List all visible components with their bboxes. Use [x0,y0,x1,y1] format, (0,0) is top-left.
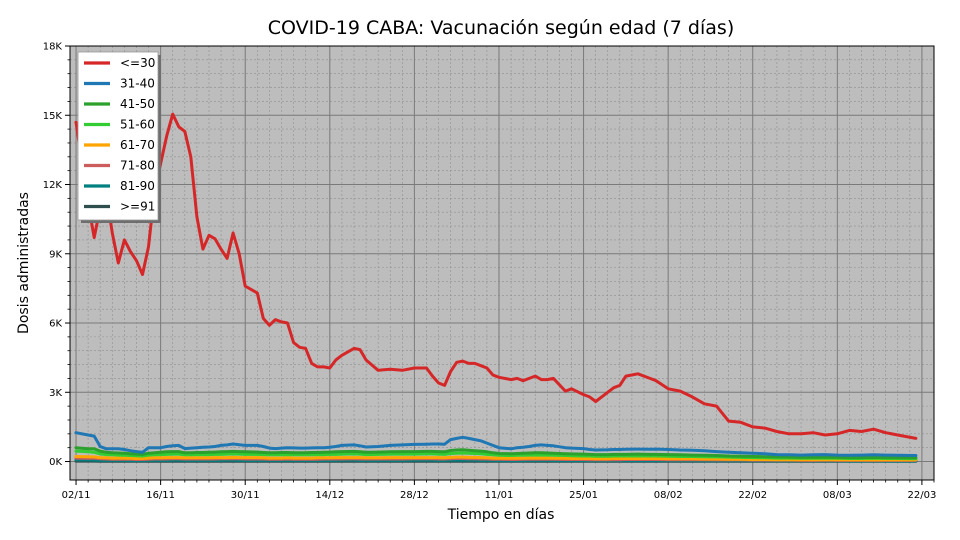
y-tick-label: 18K [43,42,63,53]
legend-label-31-40: 31-40 [120,77,155,91]
legend-label-<=30: <=30 [120,56,155,70]
x-tick-label: 30/11 [231,490,260,501]
x-tick-label: 22/02 [738,490,767,501]
legend-label->=91: >=91 [120,200,155,214]
x-tick-label: 08/03 [823,490,852,501]
y-axis: 0K 3K 6K 9K 12K 15K 18K [43,42,70,468]
y-tick-label: 6K [49,319,62,330]
plot-frame [69,45,935,481]
y-tick-label: 12K [43,180,63,191]
y-tick-label: 3K [49,388,62,399]
x-tick-label: 16/11 [146,490,175,501]
x-tick-label: 28/12 [400,490,429,501]
y-tick-label: 9K [49,249,62,260]
x-axis-label: Tiempo en días [447,507,555,523]
legend-label-71-80: 71-80 [120,159,155,173]
series-line-<=30 [74,112,918,440]
legend-label-51-60: 51-60 [120,118,155,132]
x-tick-label: 22/03 [908,490,937,501]
series-lines [74,112,918,463]
series-line-41-50 [74,446,918,460]
x-tick-label: 25/01 [569,490,598,501]
x-tick-label: 14/12 [315,490,344,501]
series-line-61-70 [74,455,918,462]
legend-label-41-50: 41-50 [120,97,155,111]
legend-label-81-90: 81-90 [120,179,155,193]
x-tick-label: 02/11 [62,490,91,501]
legend-label-61-70: 61-70 [120,138,155,152]
legend: <=30 31-40 41-50 51-60 61-70 71-80 81-90 >=91 [77,51,161,223]
x-axis: 02/11 16/11 30/11 14/12 28/12 11/01 25/01 08/02… [62,480,937,501]
grid-lines [70,45,935,480]
series-line-31-40 [74,431,918,457]
x-tick-label: 08/02 [654,490,683,501]
y-tick-label: 0K [49,457,62,468]
plot-area [70,46,934,480]
y-tick-label: 15K [43,111,63,122]
x-tick-label: 11/01 [485,490,514,501]
y-axis-label: Dosis administradas [16,192,32,334]
legend-box [77,51,159,221]
chart-title: COVID-19 CABA: Vacunación según edad (7 … [268,17,734,39]
